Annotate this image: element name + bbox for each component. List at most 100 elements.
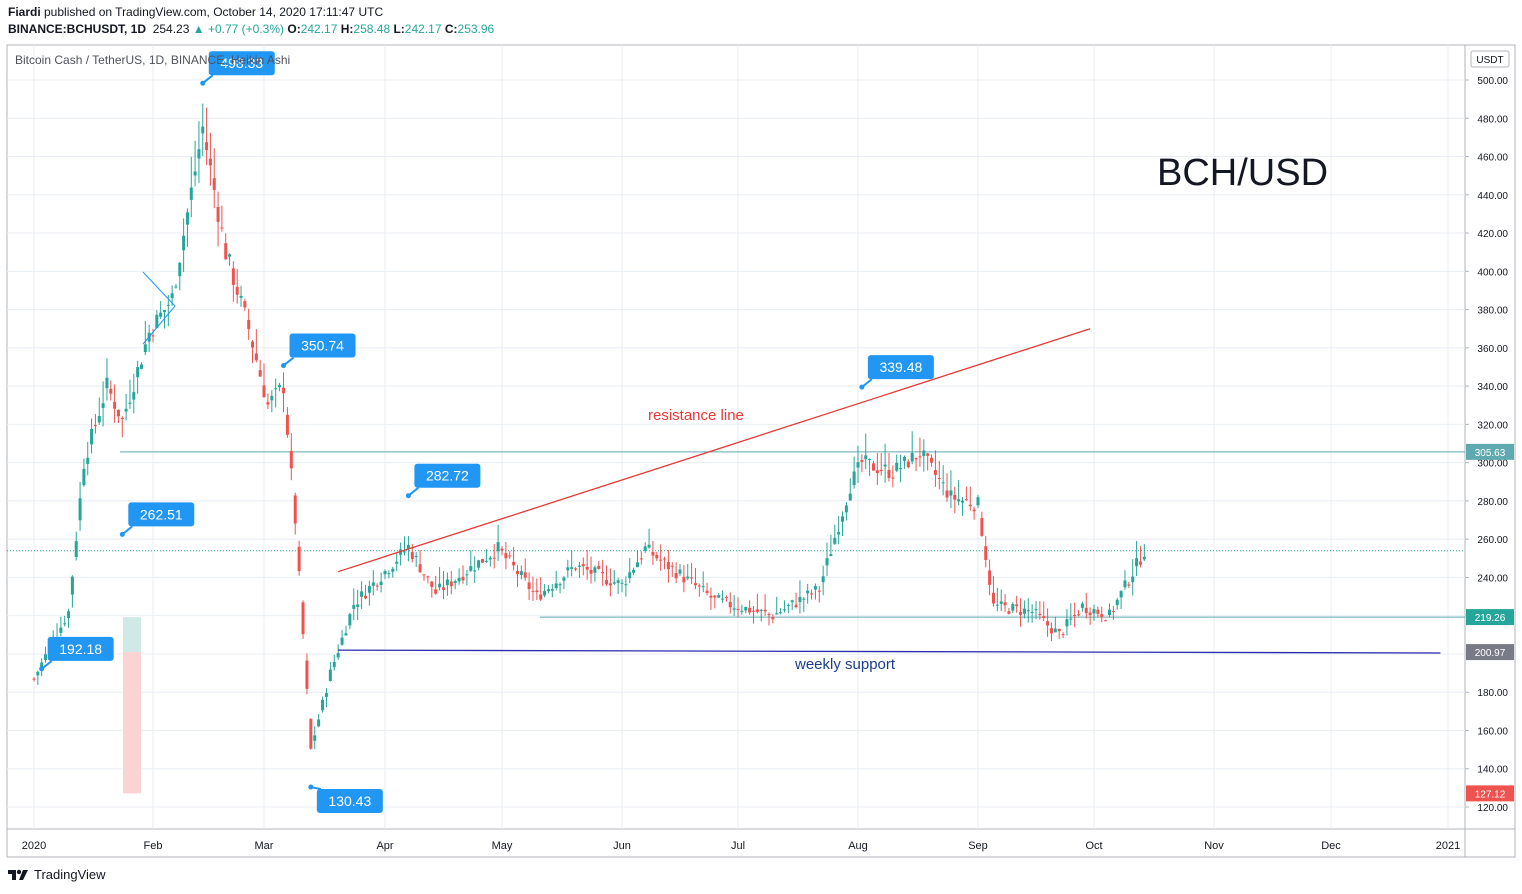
tradingview-logo-icon	[8, 869, 28, 880]
candle-body	[82, 468, 86, 486]
candle-body	[481, 559, 484, 563]
price-callout: 350.74	[281, 333, 356, 369]
x-tick-label: Aug	[848, 840, 868, 852]
candle-body	[554, 583, 558, 589]
candle-body	[116, 409, 120, 417]
callout-box	[47, 636, 114, 661]
candle-body	[500, 548, 504, 551]
candle-body	[395, 561, 399, 564]
candle-body	[639, 558, 643, 560]
candle-body	[434, 589, 438, 594]
candle-body	[597, 565, 601, 569]
candle-body	[937, 478, 941, 480]
time-axis[interactable]: 2020 Feb Mar Apr May Jun Jul Aug Sep Oct Nov Dec 202…	[22, 840, 1460, 852]
candle-body	[1138, 561, 1142, 565]
candle-body	[1057, 628, 1061, 632]
candle-body	[705, 590, 709, 594]
candle-body	[488, 557, 492, 560]
x-tick-label: Dec	[1321, 840, 1341, 852]
candle-body	[841, 516, 845, 522]
candle-body	[543, 590, 547, 596]
candle-body	[608, 583, 612, 586]
candle-body	[1100, 614, 1104, 618]
candle-body	[371, 582, 375, 586]
candle-body	[690, 577, 694, 579]
candle-body	[732, 608, 736, 610]
price-callout: 262.51	[119, 502, 195, 537]
price-callout: 498.33	[200, 51, 275, 86]
candle-body	[995, 604, 999, 606]
candle-body	[964, 499, 968, 501]
footer[interactable]: TradingView	[6, 866, 106, 882]
candle-body	[105, 377, 109, 389]
y-tick-label: 160.00	[1477, 726, 1508, 737]
candle-body	[59, 627, 63, 633]
candle-body	[387, 573, 391, 575]
price-axis[interactable]: 500.00 480.00 460.00 440.00 420.00 400.00 380.…	[1465, 76, 1514, 814]
candle-body	[918, 456, 922, 458]
candle-body	[1080, 603, 1084, 608]
candle-body	[910, 452, 914, 462]
candle-body	[779, 612, 783, 614]
y-tick-label: 440.00	[1477, 191, 1508, 202]
candle-body	[957, 499, 961, 502]
y-tick-label: 260.00	[1477, 535, 1508, 546]
candle-body	[285, 414, 289, 435]
candle-body	[1019, 611, 1023, 615]
candle-body	[228, 254, 232, 257]
author-name[interactable]: Fiardi	[8, 5, 41, 19]
candle-body	[1119, 591, 1123, 598]
candle-body	[945, 490, 949, 498]
candle-body	[74, 541, 78, 557]
candle-body	[1030, 612, 1034, 614]
candle-body	[852, 471, 856, 486]
brand-name: TradingView	[34, 866, 106, 882]
close-label: C:	[444, 22, 458, 36]
candle-body	[1142, 556, 1146, 560]
candle-body	[899, 468, 903, 470]
candle-body	[782, 609, 786, 611]
y-tick-label: 240.00	[1477, 573, 1508, 584]
candle-body	[1073, 614, 1077, 616]
x-tick-label: 2020	[22, 840, 46, 852]
candle-body	[879, 469, 883, 472]
price-badge: 127.12	[1466, 785, 1514, 802]
candle-body	[635, 562, 639, 568]
price-badge-label: 200.97	[1475, 648, 1506, 659]
candle-body	[806, 590, 810, 594]
x-tick-label: Mar	[255, 840, 274, 852]
callout-label: 282.72	[426, 468, 469, 484]
candle-body	[1026, 610, 1030, 612]
callout-box	[414, 463, 481, 488]
candle-body	[717, 595, 721, 598]
callout-box	[289, 333, 356, 358]
candle-body	[132, 392, 136, 400]
y-tick-label: 480.00	[1477, 114, 1508, 125]
candle-body	[810, 593, 814, 595]
candle-body	[512, 561, 516, 566]
candle-body	[193, 171, 197, 176]
candle-body	[1115, 599, 1119, 606]
y-tick-label: 400.00	[1477, 267, 1508, 278]
candle-body	[751, 610, 755, 612]
candle-body	[612, 582, 616, 584]
currency-badge[interactable]: USDT	[1470, 50, 1510, 68]
candle-body	[340, 637, 344, 645]
candle-body	[914, 457, 918, 460]
candle-body	[988, 570, 992, 585]
candle-body	[713, 595, 717, 598]
candle-body	[36, 671, 40, 676]
grid	[7, 45, 1465, 829]
close-value: 253.96	[457, 22, 495, 36]
candle-body	[697, 585, 701, 587]
candle-body	[864, 455, 868, 460]
candle-body	[562, 577, 566, 581]
candle-body	[821, 576, 825, 583]
candle-body	[383, 571, 387, 575]
candle-body	[1104, 620, 1108, 622]
callout-anchor	[405, 493, 411, 499]
candle-body	[794, 604, 798, 608]
candle-body	[1015, 604, 1019, 607]
candle-body	[875, 470, 879, 474]
